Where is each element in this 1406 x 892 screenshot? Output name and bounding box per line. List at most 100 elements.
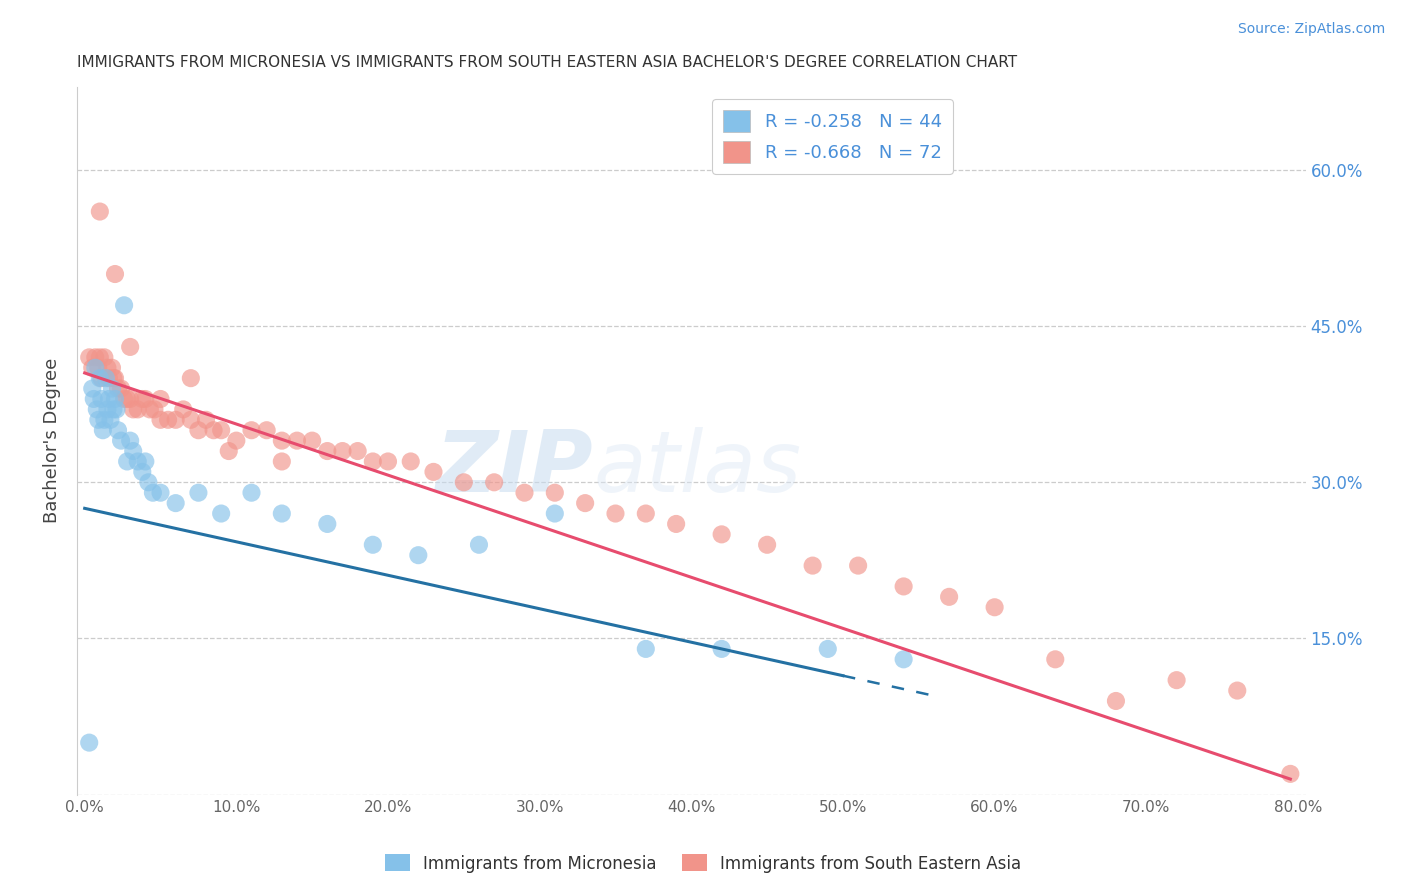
Point xyxy=(100,413,122,427)
Point xyxy=(89,204,111,219)
Point xyxy=(90,392,112,406)
Point xyxy=(209,507,232,521)
Point xyxy=(87,413,110,427)
Point xyxy=(120,434,142,448)
Point xyxy=(84,360,107,375)
Point xyxy=(134,454,156,468)
Point xyxy=(94,371,117,385)
Point xyxy=(101,360,124,375)
Point xyxy=(544,485,567,500)
Point xyxy=(574,496,596,510)
Point xyxy=(225,434,247,448)
Point xyxy=(89,371,111,385)
Point xyxy=(107,382,129,396)
Point xyxy=(127,454,149,468)
Point xyxy=(544,507,567,521)
Point xyxy=(710,641,733,656)
Point xyxy=(97,371,120,385)
Point xyxy=(332,444,354,458)
Point xyxy=(91,423,114,437)
Point xyxy=(149,485,172,500)
Point xyxy=(1045,652,1067,666)
Point xyxy=(105,402,128,417)
Point xyxy=(157,413,180,427)
Point xyxy=(361,538,384,552)
Point xyxy=(149,413,172,427)
Point xyxy=(422,465,444,479)
Point xyxy=(801,558,824,573)
Point xyxy=(103,371,125,385)
Point xyxy=(165,496,187,510)
Point xyxy=(131,392,153,406)
Point xyxy=(180,371,202,385)
Point xyxy=(104,392,127,406)
Point xyxy=(139,402,162,417)
Point xyxy=(90,371,112,385)
Point xyxy=(710,527,733,541)
Point xyxy=(83,392,105,406)
Point xyxy=(187,485,209,500)
Text: atlas: atlas xyxy=(593,427,801,510)
Point xyxy=(112,392,135,406)
Text: ZIP: ZIP xyxy=(436,427,593,510)
Point xyxy=(301,434,323,448)
Point xyxy=(149,392,172,406)
Point xyxy=(97,392,120,406)
Point xyxy=(285,434,308,448)
Point xyxy=(131,465,153,479)
Point xyxy=(110,434,132,448)
Point xyxy=(110,382,132,396)
Point xyxy=(270,454,292,468)
Point xyxy=(399,454,422,468)
Point xyxy=(77,736,100,750)
Point xyxy=(104,371,127,385)
Point xyxy=(361,454,384,468)
Point xyxy=(756,538,779,552)
Y-axis label: Bachelor's Degree: Bachelor's Degree xyxy=(44,358,60,524)
Point xyxy=(316,516,339,531)
Point xyxy=(482,475,505,490)
Point xyxy=(142,485,165,500)
Point xyxy=(127,402,149,417)
Point xyxy=(377,454,399,468)
Point xyxy=(605,507,627,521)
Point xyxy=(195,413,218,427)
Point xyxy=(77,351,100,365)
Point xyxy=(96,402,118,417)
Point xyxy=(103,402,125,417)
Point xyxy=(938,590,960,604)
Point xyxy=(665,516,688,531)
Point xyxy=(122,402,145,417)
Point xyxy=(82,382,104,396)
Point xyxy=(634,507,657,521)
Point xyxy=(96,360,118,375)
Point xyxy=(1226,683,1249,698)
Point xyxy=(270,507,292,521)
Point xyxy=(120,392,142,406)
Point xyxy=(134,392,156,406)
Point xyxy=(180,413,202,427)
Point xyxy=(408,548,430,562)
Point xyxy=(316,444,339,458)
Point xyxy=(209,423,232,437)
Point xyxy=(115,392,138,406)
Point xyxy=(218,444,240,458)
Text: Source: ZipAtlas.com: Source: ZipAtlas.com xyxy=(1237,22,1385,37)
Point xyxy=(240,423,263,437)
Point xyxy=(84,351,107,365)
Point xyxy=(202,423,225,437)
Point xyxy=(256,423,278,437)
Point xyxy=(87,360,110,375)
Point xyxy=(86,402,108,417)
Text: IMMIGRANTS FROM MICRONESIA VS IMMIGRANTS FROM SOUTH EASTERN ASIA BACHELOR'S DEGR: IMMIGRANTS FROM MICRONESIA VS IMMIGRANTS… xyxy=(77,55,1017,70)
Point xyxy=(346,444,368,458)
Point xyxy=(104,267,127,281)
Point xyxy=(846,558,869,573)
Point xyxy=(240,485,263,500)
Point xyxy=(138,475,160,490)
Point xyxy=(172,402,194,417)
Point xyxy=(93,413,115,427)
Point xyxy=(101,382,124,396)
Point xyxy=(143,402,166,417)
Point xyxy=(112,298,135,312)
